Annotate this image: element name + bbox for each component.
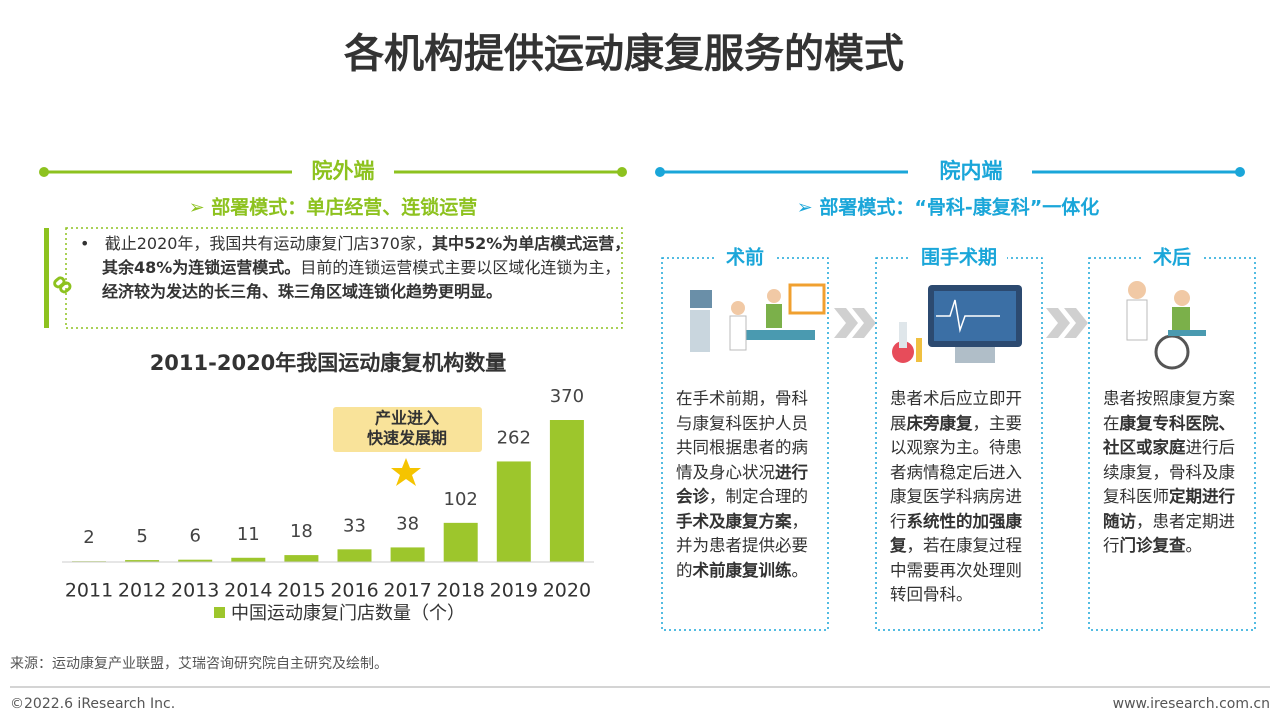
icon-postop	[1126, 281, 1206, 370]
mask	[911, 246, 1007, 270]
bar	[284, 555, 319, 562]
text-run: 进行会诊	[676, 462, 808, 507]
bullet-text: • 截止2020年，我国共有运动康复门店370家，其中52%为单店模式运营，其余…	[80, 232, 632, 304]
stage-title: 围手术期	[921, 246, 997, 269]
value-label: 11	[237, 524, 260, 545]
bar	[231, 557, 266, 562]
source: 来源：运动康复产业联盟，艾瑞咨询研究院自主研究及绘制。	[10, 655, 388, 672]
text-run: 系统性的加强康复	[890, 511, 1022, 556]
text-run: 在手术前期，骨科与康复科医护人员共同根据患者的病情及身心状况	[676, 389, 808, 482]
text-run: ，并为患者提供必要的	[676, 511, 808, 580]
value-label: 6	[189, 526, 200, 547]
text-run: 。	[791, 560, 809, 580]
mask	[715, 246, 775, 270]
x-tick-label: 2017	[383, 580, 431, 602]
copyright: ©2022.6 iResearch Inc.	[10, 696, 175, 712]
mask	[292, 158, 394, 186]
text-run: 。	[1185, 536, 1203, 555]
text-run: ，制定合理的	[709, 487, 808, 506]
x-tick-label: 2015	[277, 580, 325, 602]
text-run: 目前的连锁运营模式主要以区域化连锁为主，	[300, 258, 621, 277]
stage-title: 术前	[726, 246, 764, 269]
stage-text: 患者按照康复方案在康复专科医院、社区或家庭进行后续康复，骨科及康复科医师定期进行…	[1103, 387, 1249, 559]
text-run: ，若在康复过程中需要再次处理则转回骨科。	[890, 536, 1022, 604]
value-label: 5	[136, 526, 147, 547]
text-run: 患者术后应立即开展	[890, 389, 1022, 433]
bullet-dot: •	[80, 234, 105, 253]
chevrons	[834, 308, 1088, 338]
mode: ➢ 部署模式：单店经营、连锁运营	[189, 196, 478, 219]
legend-swatch	[214, 607, 225, 618]
text-run: 术前康复训练	[692, 560, 792, 580]
value-label: 2	[83, 527, 94, 548]
stage-text: 在手术前期，骨科与康复科医护人员共同根据患者的病情及身心状况进行会诊，制定合理的…	[676, 387, 822, 583]
mode: ➢ 部署模式：“骨科-康复科”一体化	[797, 196, 1099, 219]
text-run: 床旁康复	[906, 413, 973, 433]
stage-text: 患者术后应立即开展床旁康复，主要以观察为主。待患者病情稳定后进入康复医学科病房进…	[890, 387, 1036, 608]
x-tick-label: 2011	[65, 580, 113, 602]
mask	[908, 158, 1032, 186]
value-label: 262	[497, 427, 531, 448]
value-label: 370	[550, 386, 584, 407]
value-label: 18	[290, 521, 313, 542]
bar	[337, 549, 372, 562]
x-tick-label: 2013	[171, 580, 219, 602]
dot	[617, 167, 627, 177]
bar	[125, 560, 160, 562]
legend-label: 中国运动康复门店数量（个）	[231, 603, 465, 624]
bar	[178, 559, 213, 562]
x-tick-label: 2018	[437, 580, 485, 602]
stage-box	[1088, 257, 1256, 631]
text-run: 患者按照康复方案在	[1103, 389, 1235, 433]
text-run: 门诊复查	[1119, 536, 1186, 555]
x-tick-label: 2020	[543, 580, 591, 602]
value-label: 102	[444, 489, 478, 510]
icon-periop	[892, 285, 1022, 363]
dot	[39, 167, 49, 177]
dot	[655, 167, 665, 177]
text-run: 截止2020年，我国共有运动康复门店370家，	[104, 234, 432, 253]
annotation: 快速发展期	[367, 429, 447, 448]
mask	[1142, 246, 1202, 270]
bar-accent	[44, 228, 49, 328]
heading: 院内端	[940, 159, 1003, 183]
value-label: 38	[396, 513, 419, 534]
chart-title: 2011-2020年我国运动康复机构数量	[150, 351, 507, 375]
text-run: 其中52%为单店模式运营，其余48%为连锁运营模式。	[102, 234, 631, 277]
x-tick-label: 2016	[330, 580, 378, 602]
dot	[1235, 167, 1245, 177]
text-run: 康复专科医院、社区或家庭	[1103, 413, 1235, 458]
bar	[549, 420, 584, 562]
x-tick-label: 2012	[118, 580, 166, 602]
text-run: 定期进行随访	[1103, 487, 1235, 531]
heading: 院外端	[312, 159, 375, 183]
icon-preop	[690, 283, 826, 352]
x-tick-label: 2014	[224, 580, 272, 602]
x-tick-label: 2019	[490, 580, 538, 602]
stage-box	[661, 257, 829, 631]
text-run: ，主要以观察为主。待患者病情稳定后进入康复医学科病房进行	[890, 413, 1022, 531]
text-run: 进行后续康复，骨科及康复科医师	[1103, 438, 1235, 506]
link-icon	[53, 276, 72, 294]
annotation-box	[333, 407, 482, 452]
text-run: 手术及康复方案	[676, 511, 792, 531]
annotation: 产业进入	[375, 409, 439, 428]
stage-title: 术后	[1153, 247, 1191, 269]
bar	[390, 547, 425, 562]
bar	[496, 461, 531, 562]
text-run: 经济较为发达的长三角、珠三角区域连锁化趋势更明显。	[102, 282, 503, 301]
url: www.iresearch.com.cn	[1113, 696, 1270, 712]
stage-box	[875, 257, 1043, 631]
text-run: ，患者定期进行	[1103, 511, 1235, 556]
bullet-box	[65, 227, 623, 329]
value-label: 33	[343, 515, 366, 536]
star	[391, 458, 421, 486]
page-title: 各机构提供运动康复服务的模式	[344, 31, 904, 77]
bar	[443, 522, 478, 562]
